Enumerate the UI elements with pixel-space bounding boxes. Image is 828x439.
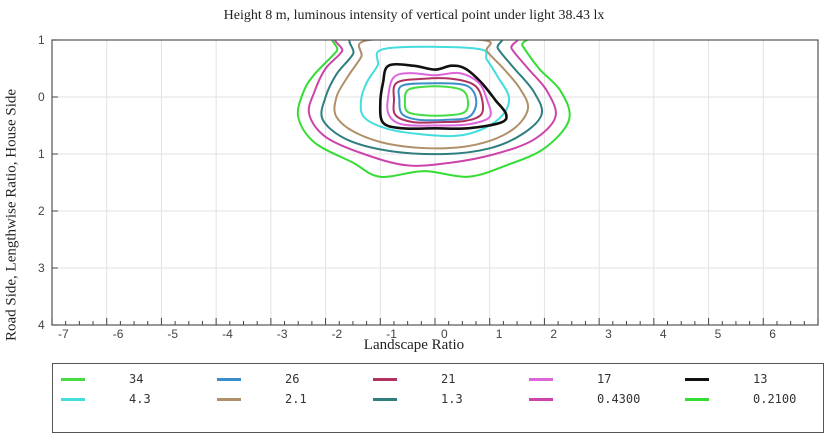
legend-value: 34 bbox=[129, 372, 144, 386]
legend-item: 34 bbox=[61, 370, 199, 388]
legend-value: 17 bbox=[597, 372, 612, 386]
y-tick-label: 3 bbox=[38, 261, 45, 275]
contour-line-21 bbox=[392, 77, 485, 124]
ticks: -7 -6 -5 -4 -3 -2 -1 0 1 2 3 4 5 6 1 0 1 2 3 4 bbox=[38, 33, 819, 341]
x-tick-label: 1 bbox=[496, 327, 503, 341]
x-tick-label: 2 bbox=[550, 327, 557, 341]
legend-swatch bbox=[373, 397, 397, 401]
legend-swatch bbox=[217, 397, 241, 401]
x-tick-label: -3 bbox=[277, 327, 288, 341]
legend-value: 0.2100 bbox=[753, 392, 797, 406]
contour-line-4.3 bbox=[359, 45, 511, 138]
legend-item: 17 bbox=[529, 370, 667, 388]
legend-swatch bbox=[529, 397, 553, 401]
legend-value: 1.3 bbox=[441, 392, 463, 406]
legend-value: 0.4300 bbox=[597, 392, 641, 406]
x-tick-label: -2 bbox=[332, 327, 343, 341]
x-tick-label: -1 bbox=[386, 327, 397, 341]
x-tick-label: -6 bbox=[113, 327, 124, 341]
y-tick-label: 0 bbox=[38, 90, 45, 104]
y-tick-label: 1 bbox=[38, 147, 45, 161]
x-tick-label: -4 bbox=[222, 327, 233, 341]
x-tick-label: 6 bbox=[769, 327, 776, 341]
legend-item: 1.3 bbox=[373, 390, 511, 408]
contour-line-26 bbox=[397, 82, 478, 122]
legend-item: 2.1 bbox=[217, 390, 355, 408]
legend-swatch bbox=[685, 377, 709, 381]
contour-line-17 bbox=[386, 71, 492, 127]
legend-value: 13 bbox=[753, 372, 768, 386]
x-tick-label: 4 bbox=[660, 327, 667, 341]
x-tick-label: 0 bbox=[441, 327, 448, 341]
legend-swatch bbox=[61, 397, 85, 401]
legend-item: 21 bbox=[373, 370, 511, 388]
x-axis-label: Landscape Ratio bbox=[363, 337, 465, 353]
legend-item: 4.3 bbox=[61, 390, 199, 408]
x-tick-label: 5 bbox=[715, 327, 722, 341]
legend-value: 21 bbox=[441, 372, 456, 386]
legend-item: 0.4300 bbox=[529, 390, 667, 408]
legend-item: 13 bbox=[685, 370, 823, 388]
legend: 34 26 21 17 13 4.3 2.1 1.3 0.4300 0.2100 bbox=[52, 363, 824, 433]
chart-title: Height 8 m, luminous intensity of vertic… bbox=[223, 8, 605, 23]
contour-line-0.2100 bbox=[296, 40, 571, 178]
contour-line-13 bbox=[378, 62, 508, 131]
contour-plot: -7 -6 -5 -4 -3 -2 -1 0 1 2 3 4 5 6 1 0 1 2 3 4 bbox=[38, 33, 819, 341]
contour-line-2.1 bbox=[333, 40, 530, 150]
contour-lines bbox=[296, 40, 571, 178]
legend-swatch bbox=[529, 377, 553, 381]
contour-line-34 bbox=[403, 85, 470, 117]
legend-swatch bbox=[217, 377, 241, 381]
contour-line-0.4300 bbox=[307, 40, 557, 167]
x-tick-label: -5 bbox=[167, 327, 178, 341]
legend-value: 4.3 bbox=[129, 392, 151, 406]
y-tick-label: 4 bbox=[38, 318, 45, 332]
legend-item: 0.2100 bbox=[685, 390, 823, 408]
y-tick-label: 2 bbox=[38, 204, 45, 218]
contour-line-1.3 bbox=[320, 40, 544, 156]
x-tick-label: -7 bbox=[58, 327, 69, 341]
x-tick-label: 3 bbox=[605, 327, 612, 341]
legend-swatch bbox=[373, 377, 397, 381]
y-tick-label: 1 bbox=[38, 33, 45, 47]
legend-swatch bbox=[61, 377, 85, 381]
legend-value: 2.1 bbox=[285, 392, 307, 406]
legend-swatch bbox=[685, 397, 709, 401]
legend-value: 26 bbox=[285, 372, 300, 386]
legend-item: 26 bbox=[217, 370, 355, 388]
